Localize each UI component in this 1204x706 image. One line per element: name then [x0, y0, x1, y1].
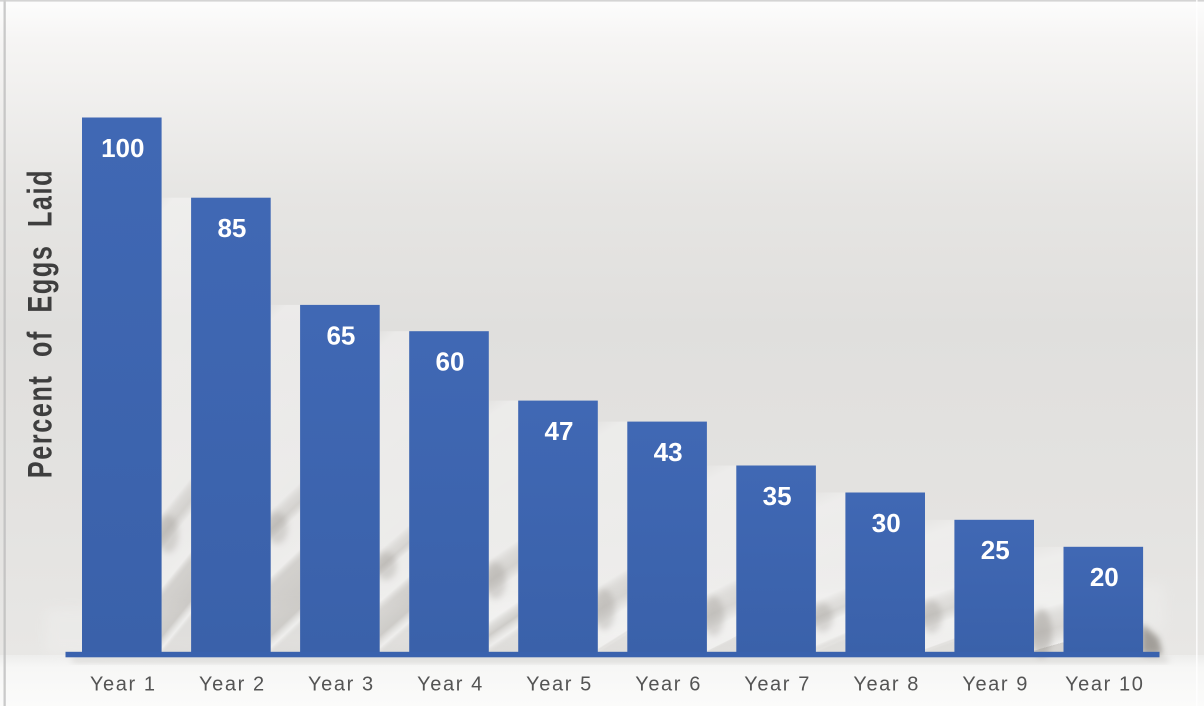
svg-text:65: 65	[326, 320, 355, 350]
svg-text:47: 47	[545, 416, 574, 446]
svg-text:85: 85	[217, 213, 246, 243]
svg-text:Year 8: Year 8	[853, 674, 920, 696]
svg-text:Percent of Eggs Laid: Percent of Eggs Laid	[22, 169, 60, 478]
svg-text:Year 5: Year 5	[526, 674, 593, 696]
svg-text:Year 7: Year 7	[744, 674, 811, 696]
svg-text:60: 60	[436, 347, 465, 377]
svg-text:Year 1: Year 1	[90, 674, 157, 696]
svg-text:Year 2: Year 2	[199, 674, 266, 696]
svg-text:100: 100	[101, 133, 144, 163]
svg-text:25: 25	[981, 535, 1010, 565]
svg-text:Year 9: Year 9	[962, 674, 1029, 696]
svg-text:30: 30	[872, 508, 901, 538]
svg-text:Year 6: Year 6	[635, 674, 702, 696]
svg-text:Year 3: Year 3	[308, 674, 375, 696]
svg-text:Year 4: Year 4	[417, 674, 484, 696]
svg-text:Year 10: Year 10	[1065, 674, 1144, 696]
svg-text:20: 20	[1090, 562, 1119, 592]
svg-text:43: 43	[654, 437, 683, 467]
svg-text:35: 35	[763, 481, 792, 511]
